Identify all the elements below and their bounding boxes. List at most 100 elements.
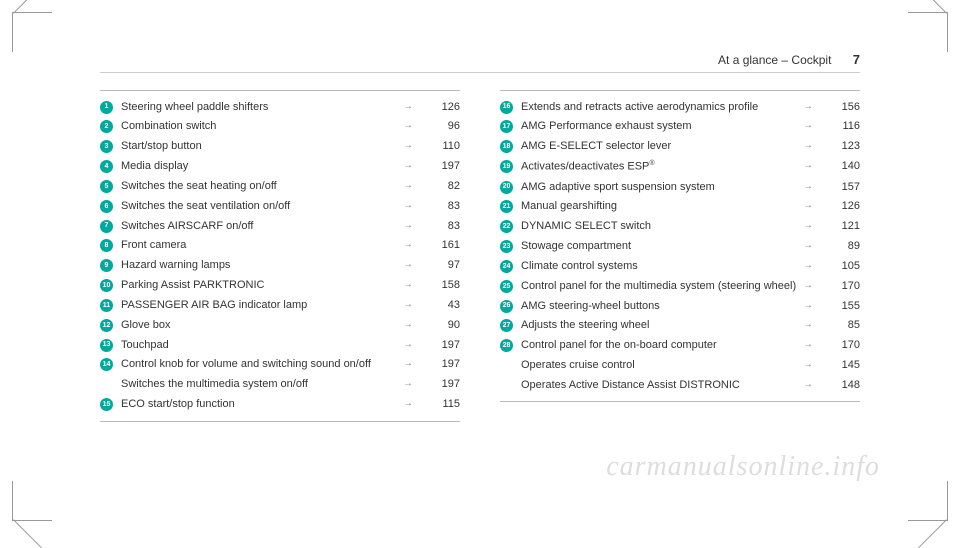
item-label: Stowage compartment <box>521 239 798 254</box>
item-label: Manual gearshifting <box>521 199 798 214</box>
item-number-badge: 9 <box>100 259 113 272</box>
index-row: 5Switches the seat heating on/off→82 <box>100 176 460 196</box>
item-page-ref: 157 <box>818 180 860 195</box>
item-page-ref: 97 <box>418 258 460 273</box>
index-row: 12Glove box→90 <box>100 315 460 335</box>
item-page-ref: 148 <box>818 378 860 393</box>
item-page-ref: 110 <box>418 139 460 154</box>
item-page-ref: 170 <box>818 279 860 294</box>
arrow-icon: → <box>798 199 818 213</box>
content-columns: 1Steering wheel paddle shifters→1262Comb… <box>100 90 860 422</box>
item-number-badge: 23 <box>500 240 513 253</box>
item-page-ref: 158 <box>418 278 460 293</box>
item-label: Switches the seat heating on/off <box>121 179 398 194</box>
item-label: PASSENGER AIR BAG indicator lamp <box>121 298 398 313</box>
index-row: 9 Hazard warning lamps→97 <box>100 256 460 276</box>
item-label: Switches the multimedia system on/off <box>121 377 398 392</box>
column-rule-bottom <box>100 421 460 422</box>
item-page-ref: 145 <box>818 358 860 373</box>
index-row: 16Extends and retracts active aerodynami… <box>500 97 860 117</box>
item-page-ref: 82 <box>418 179 460 194</box>
item-page-ref: 83 <box>418 219 460 234</box>
item-number-badge: 18 <box>500 140 513 153</box>
item-page-ref: 126 <box>418 100 460 115</box>
arrow-icon: → <box>798 279 818 293</box>
item-number-blank <box>500 378 513 391</box>
item-page-ref: 140 <box>818 159 860 174</box>
item-page-ref: 156 <box>818 100 860 115</box>
index-row: 21Manual gearshifting→126 <box>500 197 860 217</box>
index-row: 20AMG adaptive sport suspension system→1… <box>500 177 860 197</box>
arrow-icon: → <box>398 357 418 371</box>
index-row: 25Control panel for the multimedia syste… <box>500 276 860 296</box>
item-label: Front camera <box>121 238 398 253</box>
item-number-badge: 8 <box>100 239 113 252</box>
watermark-text: carmanualsonline.info <box>606 451 880 483</box>
arrow-icon: → <box>398 318 418 332</box>
item-page-ref: 85 <box>818 318 860 333</box>
item-number-badge: 7 <box>100 220 113 233</box>
index-row: 1Steering wheel paddle shifters→126 <box>100 97 460 117</box>
item-label: Steering wheel paddle shifters <box>121 100 398 115</box>
item-number-badge: 14 <box>100 358 113 371</box>
index-row: 2Combination switch→96 <box>100 117 460 137</box>
arrow-icon: → <box>398 139 418 153</box>
item-label: Hazard warning lamps <box>121 258 398 273</box>
item-number-badge: 6 <box>100 200 113 213</box>
item-label: Parking Assist PARKTRONIC <box>121 278 398 293</box>
item-page-ref: 121 <box>818 219 860 234</box>
arrow-icon: → <box>398 199 418 213</box>
crop-mark-tr <box>908 12 948 52</box>
item-number-badge: 27 <box>500 319 513 332</box>
index-row: 18AMG E-SELECT selector lever→123 <box>500 137 860 157</box>
item-label: Extends and retracts active aerodynamics… <box>521 100 798 115</box>
arrow-icon: → <box>398 100 418 114</box>
item-page-ref: 116 <box>818 119 860 134</box>
item-label: Switches the seat ventilation on/off <box>121 199 398 214</box>
item-number-badge: 13 <box>100 339 113 352</box>
item-page-ref: 89 <box>818 239 860 254</box>
index-row: 6 Switches the seat ventilation on/off→83 <box>100 196 460 216</box>
column-rule-top <box>100 90 460 91</box>
item-label: Touchpad <box>121 338 398 353</box>
item-number-badge: 19 <box>500 160 513 173</box>
arrow-icon: → <box>398 238 418 252</box>
right-column: 16Extends and retracts active aerodynami… <box>500 90 860 422</box>
arrow-icon: → <box>398 219 418 233</box>
arrow-icon: → <box>398 258 418 272</box>
item-page-ref: 83 <box>418 199 460 214</box>
index-row: 17AMG Performance exhaust system→116 <box>500 117 860 137</box>
item-number-badge: 25 <box>500 280 513 293</box>
item-page-ref: 105 <box>818 259 860 274</box>
item-label: Operates Active Distance Assist DISTRONI… <box>521 378 798 393</box>
header-rule <box>100 72 860 73</box>
superscript: ® <box>649 160 654 167</box>
arrow-icon: → <box>398 119 418 133</box>
item-label: AMG E-SELECT selector lever <box>521 139 798 154</box>
index-row: 28Control panel for the on-board compute… <box>500 336 860 356</box>
item-label: Media display <box>121 159 398 174</box>
crop-mark-tl <box>12 12 52 52</box>
arrow-icon: → <box>798 299 818 313</box>
index-row: 22DYNAMIC SELECT switch→121 <box>500 217 860 237</box>
index-row: 24Climate control systems→105 <box>500 256 860 276</box>
item-label: Adjusts the steering wheel <box>521 318 798 333</box>
crop-mark-br <box>908 481 948 521</box>
item-page-ref: 197 <box>418 377 460 392</box>
item-number-badge: 20 <box>500 181 513 194</box>
index-row: 8 Front camera→161 <box>100 236 460 256</box>
item-number-badge: 21 <box>500 200 513 213</box>
item-number-badge: 22 <box>500 220 513 233</box>
item-page-ref: 170 <box>818 338 860 353</box>
item-number-badge: 26 <box>500 300 513 313</box>
index-row: Switches the multimedia system on/off→19… <box>100 375 460 395</box>
index-row: Operates cruise control→145 <box>500 356 860 376</box>
arrow-icon: → <box>798 139 818 153</box>
arrow-icon: → <box>798 259 818 273</box>
arrow-icon: → <box>398 338 418 352</box>
item-label: AMG adaptive sport suspension system <box>521 180 798 195</box>
item-label: Activates/deactivates ESP® <box>521 159 798 175</box>
item-page-ref: 115 <box>418 397 460 412</box>
item-page-ref: 96 <box>418 119 460 134</box>
item-page-ref: 161 <box>418 238 460 253</box>
